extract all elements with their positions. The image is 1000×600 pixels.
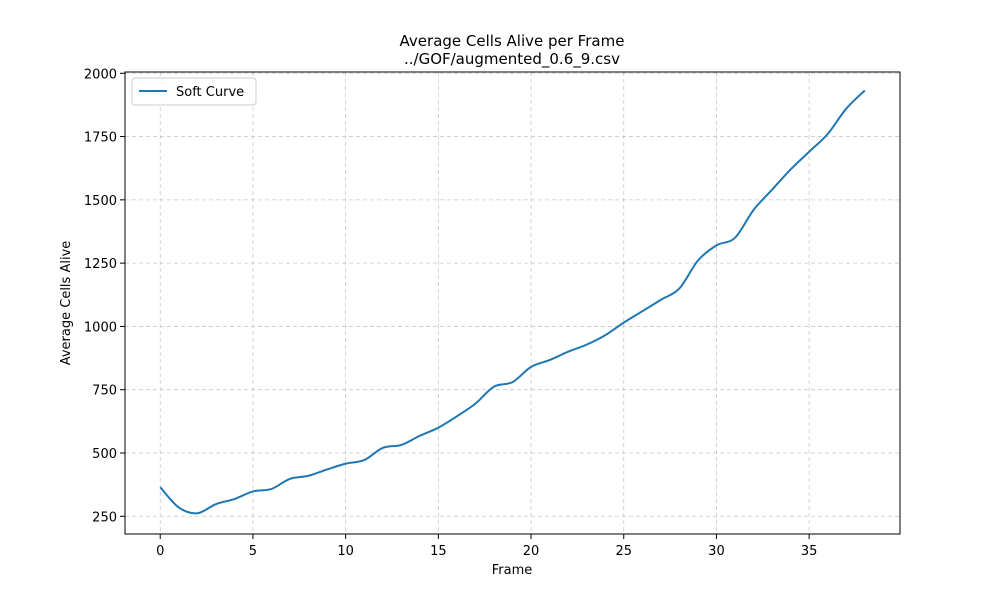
x-tick-label: 15 [430, 544, 447, 559]
y-tick-label: 1250 [84, 257, 117, 272]
x-tick-label: 25 [615, 544, 632, 559]
x-tick-label: 30 [708, 544, 725, 559]
series-line [159, 89, 866, 515]
x-tick-label: 35 [801, 544, 818, 559]
plot-frame [124, 71, 901, 535]
y-tick-label: 2000 [84, 67, 117, 82]
y-tick-label: 750 [92, 384, 117, 399]
y-tick-label: 500 [92, 447, 117, 462]
grid-lines [125, 72, 900, 534]
x-tick-label: 5 [249, 544, 257, 559]
legend: Soft Curve [131, 77, 257, 106]
y-tick-label: 1000 [84, 320, 117, 335]
y-axis-label: Average Cells Alive [59, 241, 74, 366]
x-tick-label: 20 [523, 544, 540, 559]
y-tick-label: 1750 [84, 131, 117, 146]
y-tick-label: 250 [92, 510, 117, 525]
x-tick-label: 0 [156, 544, 164, 559]
legend-label: Soft Curve [176, 85, 244, 100]
series-layer [159, 89, 866, 515]
x-tick-label: 10 [337, 544, 354, 559]
legend-box [131, 77, 257, 106]
chart-subtitle: ../GOF/augmented_0.6_9.csv [404, 50, 620, 69]
chart-title: Average Cells Alive per Frame [400, 32, 625, 50]
x-axis-label: Frame [492, 563, 533, 578]
y-tick-label: 1500 [84, 194, 117, 209]
axis-ticks: 0 5 10 15 20 25 30 35 250 500 750 1000 1250 1500 1750 2… [84, 67, 818, 559]
